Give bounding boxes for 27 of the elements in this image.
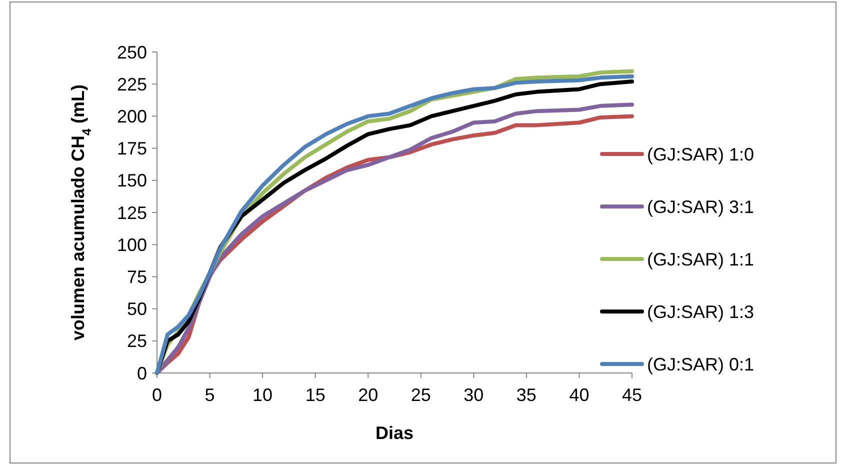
y-tick-label: 225 — [116, 74, 147, 94]
legend-label: (GJ:SAR) 1:3 — [647, 302, 754, 322]
x-tick-label: 30 — [464, 385, 484, 405]
y-tick-label: 50 — [126, 299, 147, 320]
legend-label: (GJ:SAR) 3:1 — [647, 196, 754, 217]
x-axis-title: Dias — [375, 423, 414, 443]
x-tick-label: 45 — [622, 385, 642, 405]
x-tick-label: 40 — [569, 385, 590, 405]
y-tick-label: 200 — [116, 106, 147, 126]
y-tick-label: 75 — [126, 267, 147, 287]
y-tick-label: 0 — [136, 363, 147, 384]
y-tick-label: 125 — [116, 202, 147, 223]
x-tick-label: 35 — [516, 385, 536, 405]
y-tick-label: 175 — [116, 138, 147, 159]
y-tick-label: 150 — [116, 170, 147, 191]
x-tick-label: 20 — [358, 385, 378, 405]
x-tick-label: 25 — [410, 385, 431, 405]
x-tick-label: 0 — [152, 385, 162, 405]
x-tick-label: 15 — [305, 385, 326, 405]
legend-label: (GJ:SAR) 1:0 — [647, 144, 754, 164]
y-tick-label: 100 — [116, 234, 147, 255]
x-tick-label: 10 — [252, 385, 273, 405]
y-tick-label: 25 — [126, 331, 147, 352]
x-tick-label: 5 — [204, 385, 215, 405]
legend-label: (GJ:SAR) 1:1 — [647, 249, 754, 270]
y-tick-label: 250 — [116, 42, 147, 62]
legend-label: (GJ:SAR) 0:1 — [647, 354, 754, 374]
